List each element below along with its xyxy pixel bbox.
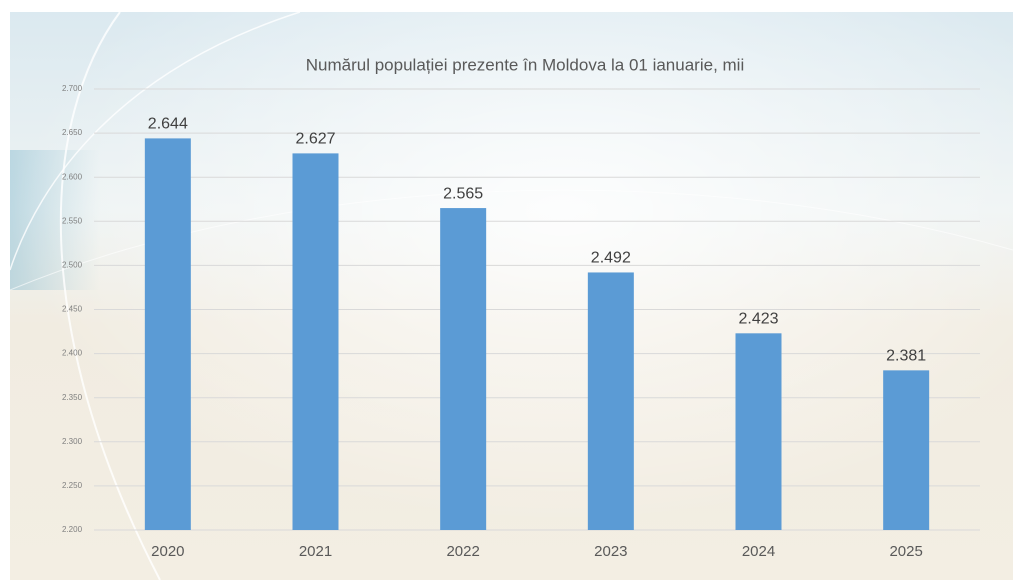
value-label: 2.565 xyxy=(443,185,483,202)
value-label: 2.627 xyxy=(295,131,335,148)
decor-curve xyxy=(9,189,1014,291)
x-tick-label: 2021 xyxy=(299,543,332,560)
x-tick-label: 2022 xyxy=(446,543,479,560)
y-tick-label: 2.200 xyxy=(62,525,83,534)
bar xyxy=(292,153,339,531)
value-label: 2.423 xyxy=(738,311,778,328)
bar xyxy=(144,138,191,530)
bar xyxy=(735,333,782,530)
y-tick-label: 2.600 xyxy=(62,172,83,181)
bar xyxy=(587,272,634,530)
y-tick-label: 2.350 xyxy=(62,393,83,402)
y-tick-label: 2.650 xyxy=(62,128,83,137)
y-tick-label: 2.700 xyxy=(62,84,83,93)
bar xyxy=(883,370,930,530)
chart-title: Numărul populației prezente în Moldova l… xyxy=(306,55,744,74)
y-tick-label: 2.550 xyxy=(62,216,83,225)
value-label: 2.381 xyxy=(886,348,926,365)
y-tick-label: 2.400 xyxy=(62,349,83,358)
x-tick-label: 2020 xyxy=(151,543,184,560)
y-tick-label: 2.500 xyxy=(62,261,83,270)
bar xyxy=(440,208,487,530)
y-tick-label: 2.250 xyxy=(62,481,83,490)
x-tick-label: 2024 xyxy=(742,543,775,560)
x-tick-label: 2025 xyxy=(889,543,922,560)
value-label: 2.492 xyxy=(591,250,631,267)
y-tick-label: 2.300 xyxy=(62,437,83,446)
value-label: 2.644 xyxy=(148,116,188,133)
decor-curve xyxy=(9,11,301,271)
y-tick-label: 2.450 xyxy=(62,305,83,314)
decor-curve xyxy=(59,11,161,580)
x-tick-label: 2023 xyxy=(594,543,627,560)
